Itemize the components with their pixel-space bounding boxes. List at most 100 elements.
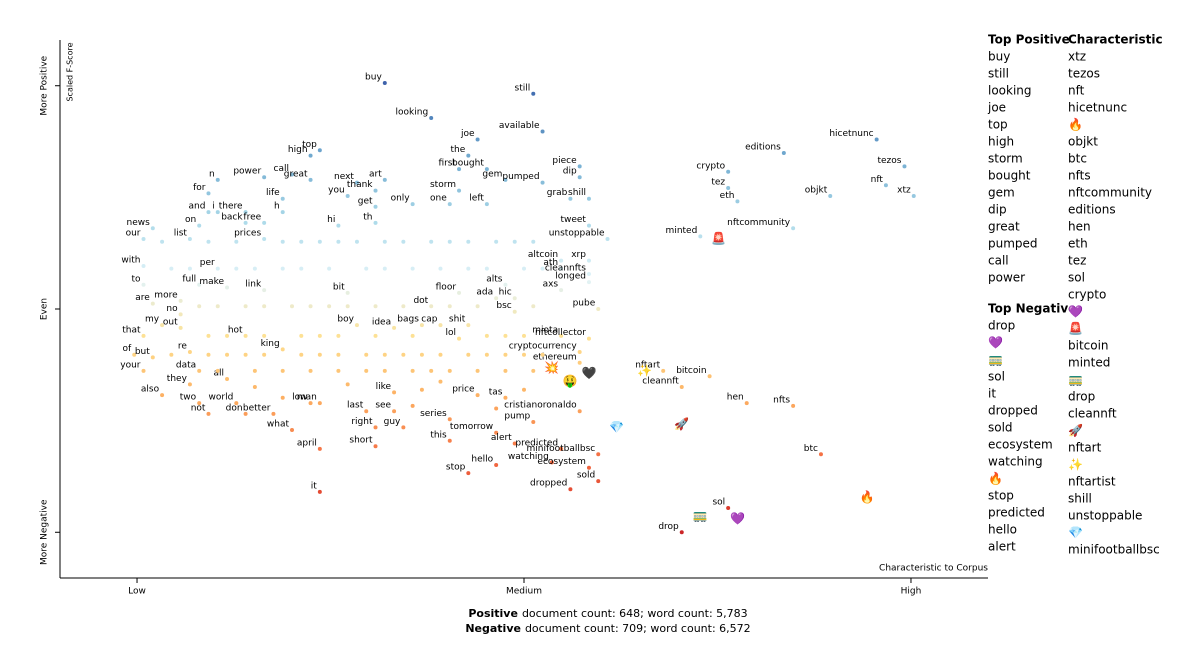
- point: [549, 460, 554, 465]
- point: [596, 452, 601, 457]
- point: [466, 266, 471, 271]
- list-item: nft: [1068, 84, 1085, 98]
- footer-line: Positive document count: 648; word count:…: [468, 607, 747, 620]
- list-title: Top Negative: [988, 302, 1076, 316]
- point-label: price: [452, 385, 475, 395]
- list-item: stop: [988, 489, 1014, 503]
- point: [911, 194, 916, 199]
- point: [568, 196, 573, 201]
- list-item: sold: [988, 421, 1013, 435]
- point-emoji: 💎: [609, 420, 624, 434]
- list-item: power: [988, 271, 1025, 285]
- point-label: cap: [421, 315, 437, 325]
- point: [438, 266, 443, 271]
- list-item: 💜: [1068, 305, 1083, 319]
- x-tick-label: Low: [128, 587, 146, 597]
- point: [280, 395, 285, 400]
- point: [243, 333, 248, 338]
- list-item: nftcommunity: [1068, 186, 1152, 200]
- point: [299, 239, 304, 244]
- point: [160, 393, 165, 398]
- point-emoji: ✨: [637, 363, 652, 377]
- point-label: last: [347, 401, 364, 411]
- point-label: this: [430, 430, 447, 440]
- point: [429, 304, 434, 309]
- point-label: nft: [871, 175, 884, 185]
- point: [522, 352, 526, 357]
- point-label: top: [302, 140, 317, 150]
- point-label: tezos: [877, 156, 901, 166]
- point-label: available: [499, 121, 540, 131]
- point: [605, 237, 610, 242]
- list-item: top: [988, 118, 1008, 132]
- point-label: alert: [491, 433, 512, 443]
- list-item: dip: [988, 203, 1007, 217]
- point-label: tweet: [560, 215, 586, 225]
- list-item: btc: [1068, 152, 1087, 166]
- point-label: th: [363, 212, 372, 222]
- point: [308, 153, 313, 158]
- list-item: sol: [1068, 271, 1085, 285]
- point-label: watching: [508, 452, 549, 462]
- point: [494, 430, 499, 435]
- point: [262, 175, 267, 180]
- point-label: ethereum: [533, 352, 577, 362]
- point: [475, 137, 480, 142]
- point: [494, 296, 499, 301]
- point-label: nftart: [635, 360, 660, 370]
- point: [317, 352, 322, 357]
- point: [698, 234, 703, 239]
- point-label: full: [182, 274, 196, 284]
- point: [243, 220, 248, 225]
- list-item: great: [988, 220, 1020, 234]
- point: [559, 333, 564, 338]
- point: [234, 401, 239, 406]
- point: [494, 463, 499, 468]
- point: [410, 266, 415, 271]
- point: [828, 194, 833, 199]
- list-item: still: [988, 67, 1009, 81]
- list-item: dropped: [988, 404, 1038, 418]
- point: [262, 288, 267, 293]
- point: [410, 333, 415, 338]
- point-label: call: [274, 164, 289, 174]
- point: [197, 304, 202, 309]
- list-item: gem: [988, 186, 1015, 200]
- point: [410, 368, 415, 373]
- point: [475, 368, 480, 373]
- point: [466, 153, 471, 158]
- point: [586, 258, 591, 263]
- point: [392, 390, 397, 395]
- point: [679, 385, 684, 390]
- point: [234, 266, 239, 271]
- list-item: nftartist: [1068, 475, 1116, 489]
- point: [586, 336, 591, 341]
- point-label: are: [135, 293, 150, 303]
- point-label: stop: [446, 463, 466, 473]
- point: [280, 239, 285, 244]
- point: [559, 266, 564, 271]
- point: [382, 239, 387, 244]
- point: [503, 177, 508, 182]
- point: [484, 352, 489, 357]
- point-label: pube: [573, 299, 596, 309]
- point-label: buy: [365, 73, 382, 83]
- point: [364, 352, 369, 357]
- point: [531, 91, 536, 96]
- footer-text: document count: 709; word count: 6,572: [525, 622, 751, 635]
- point: [345, 290, 350, 295]
- point: [559, 446, 564, 451]
- point-label: no: [166, 304, 178, 314]
- point-label: make: [199, 277, 224, 287]
- point: [392, 325, 397, 330]
- point: [466, 471, 471, 476]
- point: [559, 258, 564, 263]
- list-item: nfts: [1068, 169, 1091, 183]
- point-label: lol: [446, 328, 457, 338]
- point: [401, 304, 406, 309]
- point: [744, 401, 749, 406]
- point: [187, 266, 192, 271]
- point: [243, 304, 248, 309]
- list-title: Characteristic: [1068, 33, 1163, 47]
- point: [197, 282, 202, 287]
